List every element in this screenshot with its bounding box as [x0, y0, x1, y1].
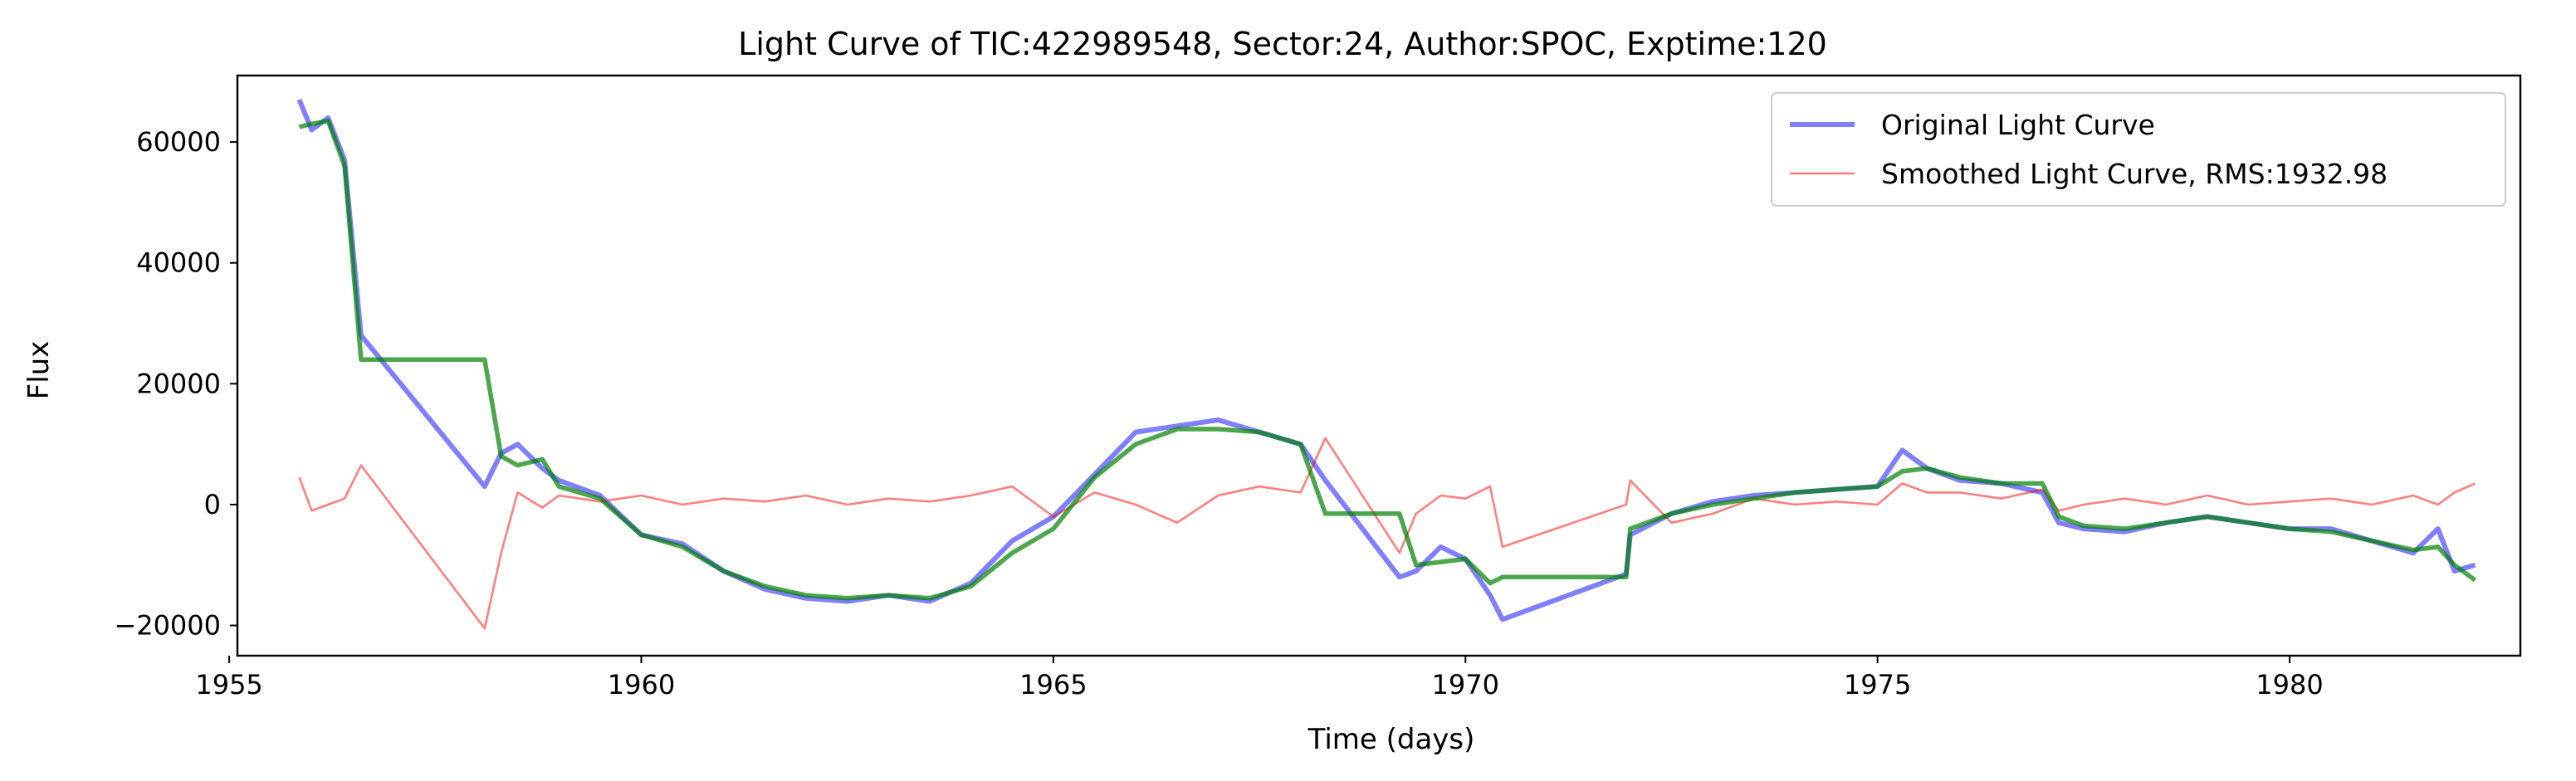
legend-label: Smoothed Light Curve, RMS:1932.98 [1881, 158, 2388, 190]
series-layer [296, 98, 2477, 630]
x-tick-label: 1970 [1432, 669, 1499, 700]
series-line-2 [298, 118, 2477, 601]
series-line-0 [296, 98, 2476, 622]
x-tick-label: 1960 [608, 669, 675, 700]
x-tick-label: 1975 [1844, 669, 1911, 700]
axes-frame [236, 74, 2522, 657]
y-tick-label: 20000 [136, 368, 221, 399]
chart-title: Light Curve of TIC:422989548, Sector:24,… [738, 26, 1827, 62]
legend: Original Light Curve Smoothed Light Curve… [1771, 92, 2506, 207]
x-tick-label: 1980 [2256, 669, 2323, 700]
legend-label: Original Light Curve [1881, 109, 2155, 141]
legend-box [1771, 92, 2506, 207]
y-axis: −20000 0 20000 40000 60000 [114, 126, 237, 642]
x-axis-label: Time (days) [1308, 723, 1475, 756]
y-axis-label: Flux [22, 341, 56, 400]
x-tick-label: 1965 [1019, 669, 1087, 700]
x-axis: 1955 1960 1965 1970 1975 1980 [195, 656, 2324, 700]
y-tick-label: 40000 [136, 247, 221, 279]
y-tick-label: 60000 [136, 126, 221, 158]
x-tick-label: 1955 [195, 669, 262, 700]
y-tick-label: 0 [204, 489, 221, 520]
y-tick-label: −20000 [114, 610, 221, 642]
